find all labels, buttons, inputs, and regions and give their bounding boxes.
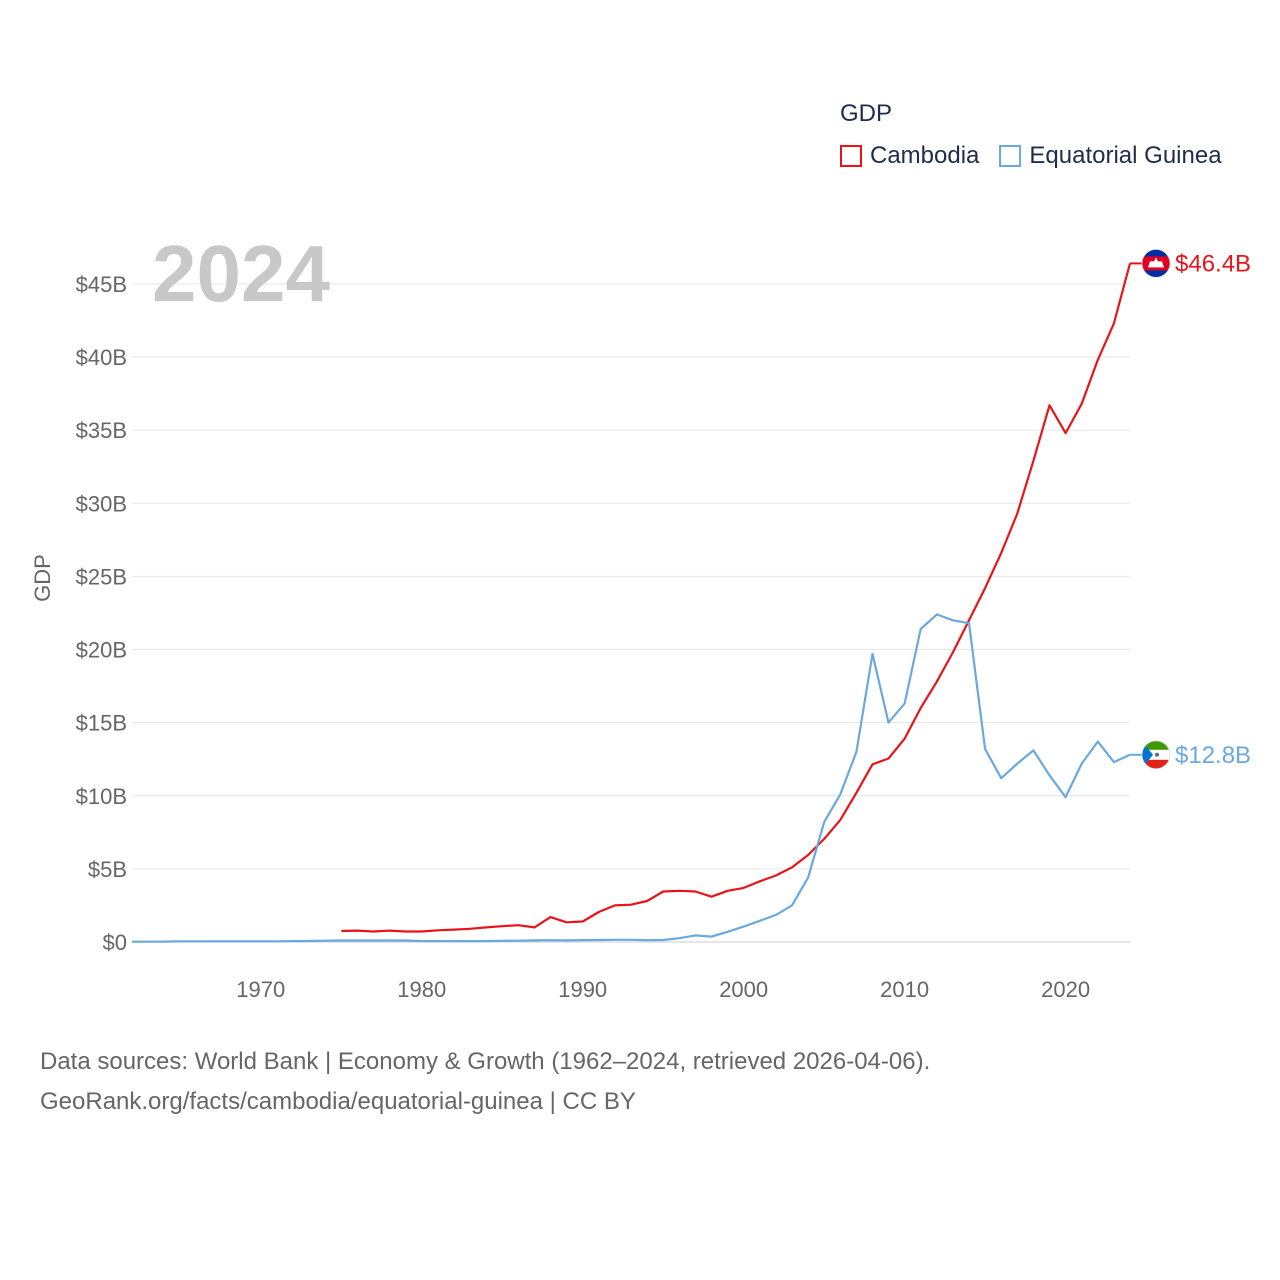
legend-swatch-equatorial-guinea [999,145,1022,167]
y-tick-label: $5B [88,857,127,882]
cambodia-flag-icon [1141,248,1171,278]
legend-label-cambodia: Cambodia [870,142,980,169]
y-tick-label: $25B [76,564,127,589]
year-overlay: 2024 [152,229,330,318]
legend-label-equatorial-guinea: Equatorial Guinea [1029,142,1222,169]
x-tick-label: 1970 [236,977,285,1002]
end-value-label: $46.4B [1175,250,1251,277]
series-line-cambodia [341,263,1132,933]
legend-item-cambodia[interactable]: Cambodia [840,142,979,170]
data-sources-text: Data sources: World Bank | Economy & Gro… [40,1048,931,1075]
x-tick-label: 2020 [1041,977,1090,1002]
x-tick-label: 2010 [880,977,929,1002]
end-value-label: $12.8B [1175,742,1251,769]
legend-item-equatorial-guinea[interactable]: Equatorial Guinea [999,142,1222,170]
x-tick-label: 2000 [719,977,768,1002]
legend-title: GDP [840,100,893,127]
y-tick-label: $10B [76,784,127,809]
x-tick-label: 1980 [397,977,446,1002]
source-url-text[interactable]: GeoRank.org/facts/cambodia/equatorial-gu… [40,1088,636,1115]
series-lines [132,263,1132,943]
y-tick-label: $30B [76,491,127,516]
footer: Data sources: World Bank | Economy & Gro… [40,1042,930,1122]
y-tick-label: $15B [76,711,127,736]
legend-swatch-cambodia [840,145,862,167]
y-axis-title: GDP [30,554,55,602]
y-tick-label: $0 [103,930,127,955]
legend: GDP Cambodia Equatorial Guinea [840,100,1242,170]
series-end-markers: $46.4B $12.8B [1130,248,1251,770]
grid-lines [132,283,1130,943]
x-tick-label: 1990 [558,977,607,1002]
series-line-equatorial-guinea [132,613,1131,943]
x-axis: 1970 1980 1990 2000 2010 2020 [236,977,1090,1002]
y-tick-label: $45B [76,272,127,297]
equatorial-guinea-flag-icon [1141,740,1171,770]
y-tick-label: $35B [76,418,127,443]
y-tick-label: $40B [76,345,127,370]
y-axis: $0 $5B $10B $15B $20B $25B $30B $35B $40B $45B [76,272,127,955]
y-tick-label: $20B [76,638,127,663]
